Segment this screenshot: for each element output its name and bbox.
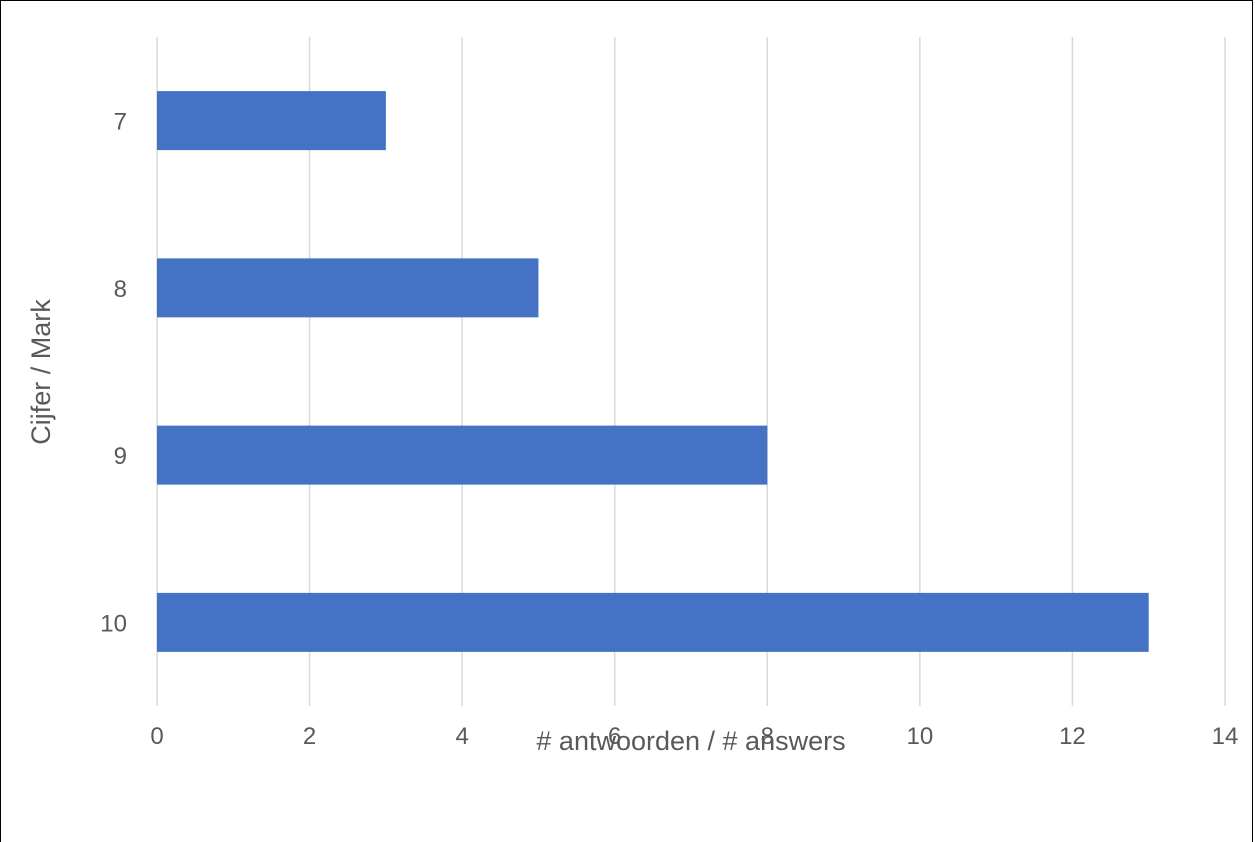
bar-8	[157, 258, 539, 318]
bar-7	[157, 91, 386, 151]
x-tick-label: 4	[455, 723, 468, 750]
x-axis-title: # antwoorden / # answers	[536, 726, 845, 756]
x-tick-label: 10	[907, 723, 934, 750]
x-tick-label: 12	[1059, 723, 1086, 750]
y-axis-tick-labels: 7 8 9 10	[100, 109, 127, 638]
bar-10	[157, 592, 1149, 652]
x-axis-tick-labels: 0 2 4 6 8 10 12 14	[150, 723, 1238, 750]
x-tick-label: 6	[608, 723, 621, 750]
x-tick-label: 8	[761, 723, 774, 750]
bar-9	[157, 425, 768, 485]
y-tick-label: 10	[100, 610, 127, 637]
y-axis-title: Cijfer / Mark	[26, 299, 56, 445]
x-tick-label: 14	[1212, 723, 1239, 750]
x-tick-label: 2	[303, 723, 316, 750]
y-tick-label: 7	[114, 109, 127, 136]
y-tick-label: 8	[114, 276, 127, 303]
bars	[157, 91, 1149, 652]
x-tick-label: 0	[150, 723, 163, 750]
y-tick-label: 9	[114, 443, 127, 470]
